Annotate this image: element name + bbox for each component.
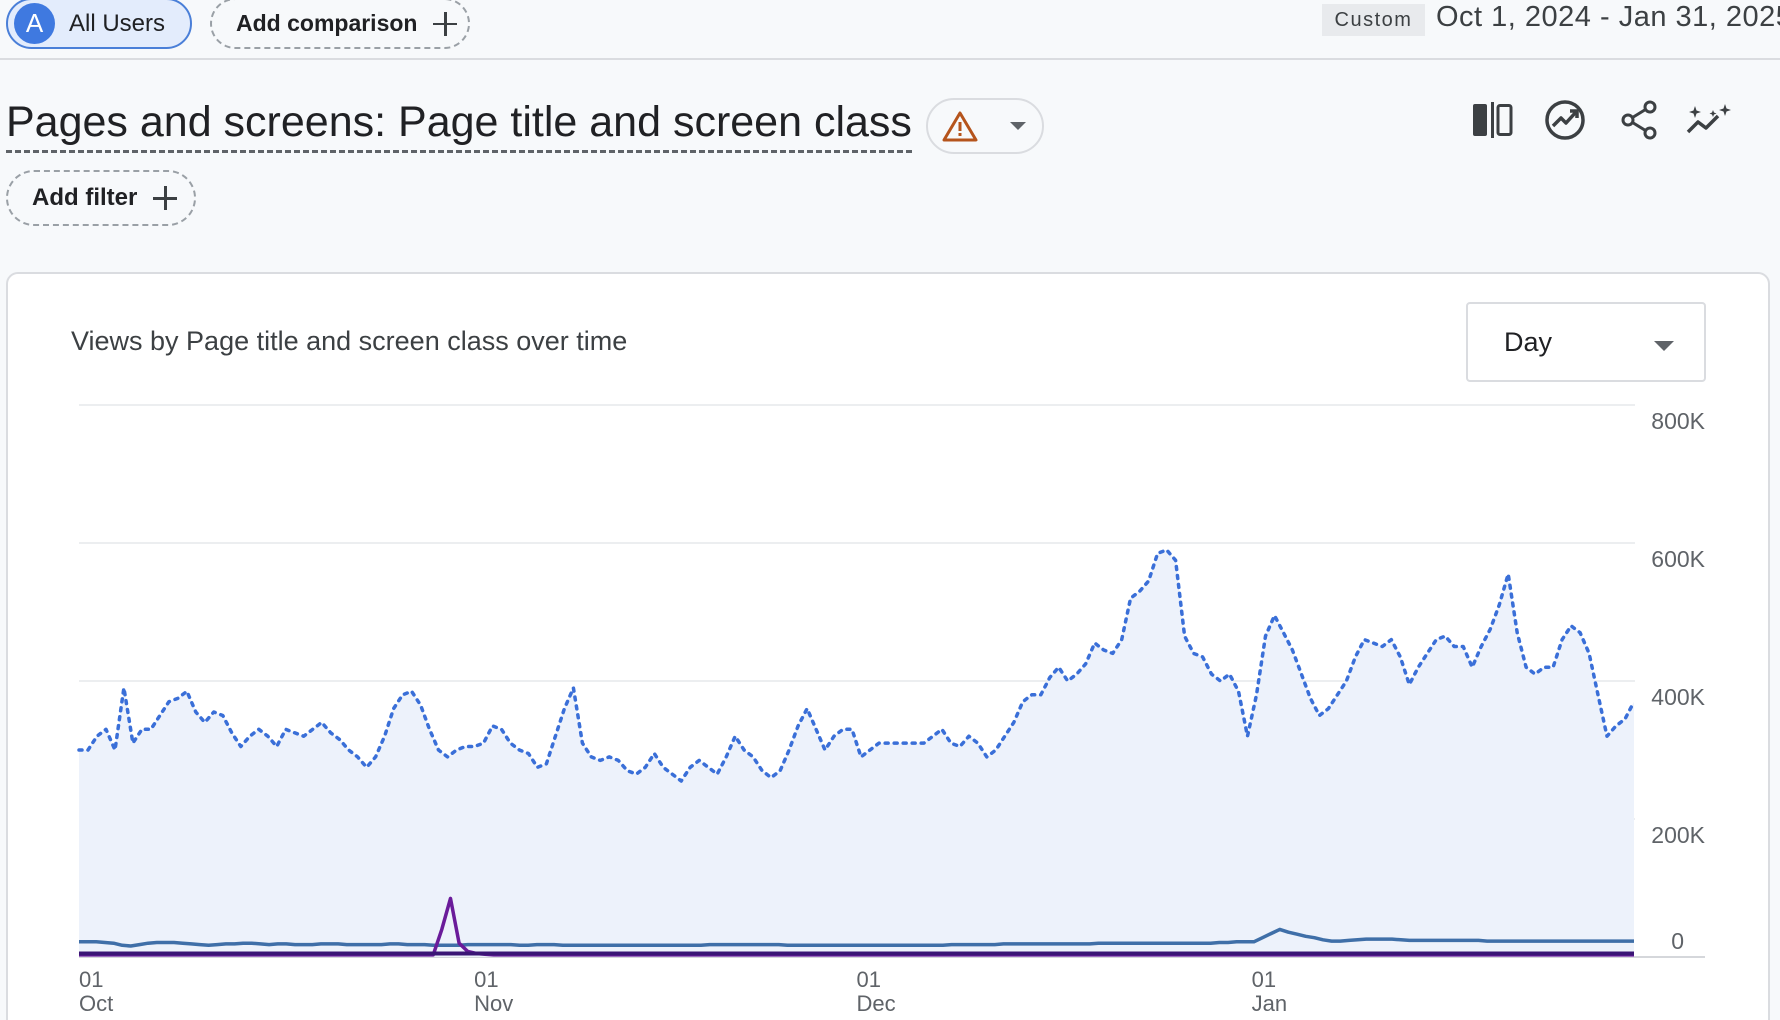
top-bar: A All Users Add comparison Custom Oct 1,… [0, 0, 1780, 60]
segment-chip-all-users[interactable]: A All Users [6, 0, 192, 49]
chart-card: Views by Page title and screen class ove… [6, 272, 1770, 1020]
period-dropdown[interactable]: Day [1466, 302, 1706, 382]
chevron-down-icon [1010, 122, 1026, 130]
date-range-picker[interactable]: Oct 1, 2024 - Jan 31, 2025 [1436, 1, 1780, 33]
range-type-badge: Custom [1322, 4, 1425, 36]
sparkle-trend-icon [1686, 104, 1731, 134]
plus-icon [153, 186, 178, 210]
plus-icon [433, 11, 458, 36]
insights-button[interactable] [1541, 96, 1589, 144]
insights-icon [1545, 100, 1585, 140]
share-button[interactable] [1615, 96, 1663, 144]
data-quality-warning-button[interactable] [926, 98, 1044, 154]
compare-columns-icon [1473, 102, 1513, 138]
add-filter-button[interactable]: Add filter [6, 170, 196, 226]
add-comparison-button[interactable]: Add comparison [210, 0, 470, 49]
compare-columns-button[interactable] [1469, 96, 1517, 144]
page-title[interactable]: Pages and screens: Page title and screen… [6, 96, 912, 153]
avatar: A [14, 3, 55, 44]
sparkle-trend-button[interactable] [1685, 96, 1733, 144]
chart-title: Views by Page title and screen class ove… [71, 326, 628, 356]
share-icon [1621, 100, 1657, 140]
warning-triangle-icon [942, 111, 978, 142]
period-value: Day [1504, 326, 1553, 357]
segment-label: All Users [69, 9, 166, 37]
add-comparison-label: Add comparison [236, 10, 418, 36]
chevron-down-icon [1654, 341, 1674, 351]
add-filter-label: Add filter [32, 184, 138, 211]
